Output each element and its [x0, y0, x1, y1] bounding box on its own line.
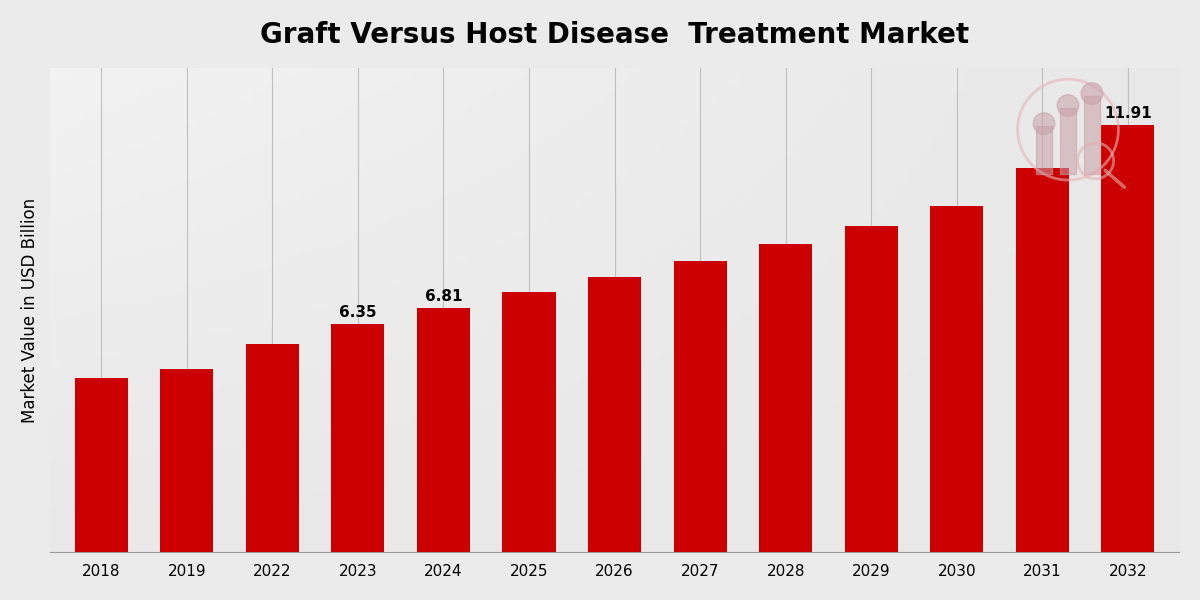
Bar — [503, 292, 556, 553]
Bar — [588, 277, 641, 553]
Circle shape — [1033, 113, 1055, 134]
Circle shape — [1057, 95, 1079, 116]
Title: Graft Versus Host Disease  Treatment Market: Graft Versus Host Disease Treatment Mark… — [260, 21, 970, 49]
Bar — [331, 325, 384, 553]
Bar — [1015, 167, 1069, 553]
Bar — [1102, 125, 1154, 553]
Y-axis label: Market Value in USD Billion: Market Value in USD Billion — [20, 197, 38, 422]
Text: 6.35: 6.35 — [340, 305, 377, 320]
Bar — [760, 244, 812, 553]
Bar — [930, 206, 983, 553]
Bar — [1084, 96, 1100, 174]
Text: 11.91: 11.91 — [1104, 106, 1152, 121]
Bar — [1060, 108, 1076, 174]
Bar — [416, 308, 470, 553]
Bar — [673, 261, 727, 553]
Text: 6.81: 6.81 — [425, 289, 462, 304]
Bar — [161, 370, 214, 553]
Bar — [246, 344, 299, 553]
Circle shape — [1081, 83, 1103, 104]
Bar — [845, 226, 898, 553]
Bar — [74, 378, 127, 553]
Bar — [1036, 126, 1052, 174]
